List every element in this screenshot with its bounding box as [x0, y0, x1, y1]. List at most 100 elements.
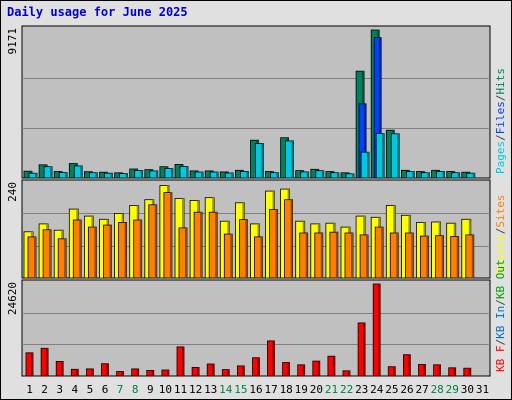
bar-shade	[302, 364, 305, 376]
bar-shade	[246, 171, 249, 178]
x-tick-label-day-11: 11	[174, 383, 187, 396]
bar-shade	[80, 165, 83, 178]
bar-shade	[49, 229, 52, 278]
legend-entry: /	[494, 299, 507, 306]
bar-shade	[260, 236, 263, 278]
x-tick-label-day-23: 23	[355, 383, 368, 396]
legend-entry: /	[494, 95, 507, 102]
legend-entry: KB F	[494, 346, 507, 373]
bar-shade	[35, 173, 37, 178]
bar-shade	[426, 236, 429, 278]
x-tick-label-day-22: 22	[340, 383, 353, 396]
bar-shade	[382, 133, 385, 178]
bar-shade	[257, 357, 260, 376]
x-tick-label-day-4: 4	[71, 383, 78, 396]
bar-shade	[46, 348, 49, 376]
bar-shade	[397, 133, 400, 178]
bar-shade	[442, 171, 445, 178]
legend-entry: Pages	[494, 141, 507, 174]
bar-shade	[155, 170, 158, 178]
bar-shade	[363, 322, 366, 376]
legend-entry: /	[494, 339, 507, 346]
x-tick-label-day-3: 3	[56, 383, 63, 396]
bar-shade	[411, 233, 414, 278]
x-tick-label-day-28: 28	[431, 383, 444, 396]
bar-shade	[378, 284, 381, 376]
x-tick-label-day-13: 13	[204, 383, 217, 396]
bar-shade	[335, 232, 338, 278]
bar-shade	[230, 234, 233, 278]
bar-shade	[351, 233, 353, 278]
bar-shade	[242, 365, 245, 376]
bar-shade	[197, 367, 200, 376]
bar-shade	[396, 233, 399, 278]
panel-kbin_kbout_kbf-ymax-label: 24620	[6, 282, 19, 315]
bar-shade	[272, 340, 275, 376]
bar-shade	[212, 364, 215, 376]
x-tick-label-day-5: 5	[87, 383, 94, 396]
bar-shade	[166, 370, 169, 376]
bar-shade	[364, 103, 367, 178]
x-tick-label-day-7: 7	[117, 383, 124, 396]
bar-shade	[110, 173, 113, 178]
bar-shade	[215, 212, 218, 278]
bar-shade	[95, 172, 98, 178]
bar-shade	[453, 367, 456, 376]
bar-shade	[94, 227, 97, 278]
bar-shade	[275, 209, 278, 278]
bar-shade	[366, 234, 369, 278]
bar-shade	[427, 172, 430, 178]
bar-shade	[379, 37, 382, 178]
bar-shade	[367, 152, 370, 178]
bar-shade	[231, 173, 234, 178]
bar-shade	[261, 143, 264, 178]
panel-hits_files_pages-legend: Pages/Files/Hits	[494, 68, 507, 174]
bar-shade	[472, 173, 475, 178]
legend-entry: Visits	[494, 234, 507, 274]
bar-shade	[423, 364, 426, 376]
x-tick-label-day-16: 16	[249, 383, 262, 396]
x-tick-label-day-12: 12	[189, 383, 202, 396]
bar-shade	[136, 368, 139, 376]
bar-shade	[91, 368, 94, 376]
bar-shade	[139, 220, 142, 278]
bar-shade	[348, 370, 350, 376]
x-tick-label-day-17: 17	[264, 383, 277, 396]
x-tick-label-day-21: 21	[325, 383, 338, 396]
bar-shade	[393, 366, 396, 376]
x-tick-label-day-31: 31	[476, 383, 489, 396]
x-tick-label-day-6: 6	[102, 383, 109, 396]
legend-entry: Files	[494, 101, 507, 134]
bar-shade	[109, 225, 112, 278]
bar-shade	[182, 346, 184, 376]
bar-shade	[441, 235, 444, 278]
bar-shade	[381, 227, 384, 278]
bar-shade	[64, 238, 67, 278]
chart-title: Daily usage for June 2025	[7, 5, 188, 19]
x-tick-label-day-9: 9	[147, 383, 154, 396]
bar-shade	[438, 364, 441, 376]
bar-shade	[31, 352, 33, 376]
bar-shade	[170, 168, 173, 178]
x-tick-label-day-1: 1	[26, 383, 33, 396]
bar-shade	[61, 361, 64, 376]
x-tick-label-day-24: 24	[370, 383, 384, 396]
bar-shade	[408, 354, 411, 376]
legend-entry: /	[494, 134, 507, 141]
bar-shade	[471, 234, 474, 278]
bar-shade	[154, 204, 157, 278]
bar-shade	[245, 219, 248, 278]
legend-entry: /	[494, 228, 507, 235]
bar-shade	[169, 192, 172, 278]
bar-shade	[151, 370, 154, 376]
legend-entry: Sites	[494, 195, 507, 228]
x-tick-label-day-27: 27	[415, 383, 428, 396]
bar-shade	[121, 371, 124, 376]
x-tick-label-day-2: 2	[41, 383, 48, 396]
bar-shade	[201, 172, 204, 178]
bar-shade	[34, 236, 36, 278]
bar-shade	[185, 227, 187, 278]
bar-shade	[305, 233, 308, 278]
bar-shade	[468, 368, 471, 376]
